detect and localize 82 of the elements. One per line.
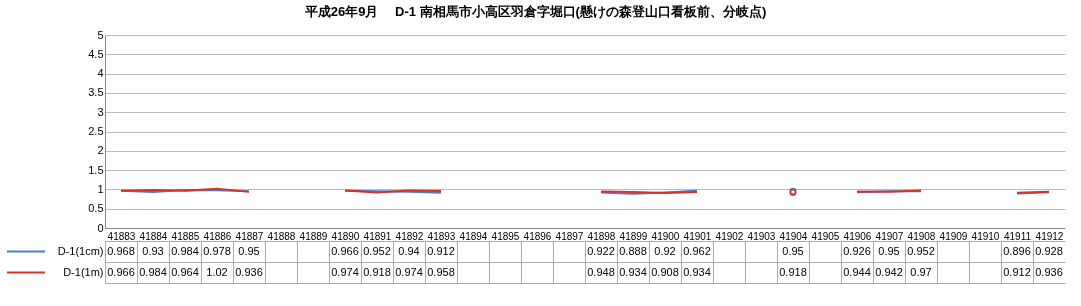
x-tick-label: 41907 <box>875 230 904 242</box>
x-tick-label: 41912 <box>1035 230 1064 242</box>
x-tick-label: 41911 <box>1003 230 1032 242</box>
x-tick-label: 41892 <box>395 230 424 242</box>
y-tick-label: 1 <box>97 182 104 195</box>
x-tick-label: 41909 <box>939 230 968 242</box>
x-tick-label: 41897 <box>555 230 584 242</box>
data-label: 0.952 <box>907 244 935 257</box>
legend-label: D-1(1cm) <box>57 244 104 257</box>
y-tick-label: 1.5 <box>88 163 104 176</box>
data-label: 0.918 <box>363 265 391 278</box>
data-label: 0.95 <box>782 244 804 257</box>
y-tick-label: 4 <box>97 67 104 80</box>
legend-label: D-1(1m) <box>63 265 104 278</box>
data-label: 0.95 <box>878 244 900 257</box>
x-tick-label: 41890 <box>331 230 360 242</box>
data-label: 0.922 <box>587 244 615 257</box>
x-tick-label: 41887 <box>235 230 264 242</box>
x-tick-label: 41903 <box>747 230 776 242</box>
data-label: 0.952 <box>363 244 391 257</box>
data-label: 0.934 <box>619 265 647 278</box>
data-label: 0.926 <box>843 244 871 257</box>
y-tick-label: 3.5 <box>88 86 104 99</box>
data-label: 0.93 <box>142 244 164 257</box>
x-tick-label: 41886 <box>203 230 232 242</box>
data-label: 0.984 <box>139 265 167 278</box>
data-label: 0.936 <box>1035 265 1063 278</box>
y-tick-label: 0.5 <box>88 202 104 215</box>
data-label: 0.896 <box>1003 244 1031 257</box>
y-tick-label: 2.5 <box>88 125 104 137</box>
x-tick-label: 41906 <box>843 230 872 242</box>
data-label: 0.958 <box>427 265 455 278</box>
x-tick-label: 41883 <box>107 230 136 242</box>
data-label: 1.02 <box>206 265 228 278</box>
x-tick-label: 41902 <box>715 230 744 242</box>
x-tick-label: 41885 <box>171 230 200 242</box>
x-tick-label: 41888 <box>267 230 296 242</box>
data-label: 0.936 <box>235 265 263 278</box>
data-label: 0.934 <box>683 265 711 278</box>
data-label: 0.978 <box>203 244 231 257</box>
data-label: 0.908 <box>651 265 679 278</box>
x-tick-label: 41901 <box>683 230 712 242</box>
y-tick-label: 0 <box>97 221 104 234</box>
x-tick-label: 41889 <box>299 230 328 242</box>
data-label: 0.974 <box>331 265 359 278</box>
x-tick-label: 41904 <box>779 230 808 242</box>
x-tick-label: 41905 <box>811 230 840 242</box>
x-tick-label: 41895 <box>491 230 520 242</box>
data-label: 0.966 <box>331 244 359 257</box>
data-label: 0.912 <box>1003 265 1031 278</box>
chart-title: 平成26年9月 D-1 南相馬市小高区羽倉字堀口(懸けの森登山口看板前、分岐点) <box>303 4 767 19</box>
y-tick-label: 2 <box>97 144 104 157</box>
data-label: 0.928 <box>1035 244 1063 257</box>
data-label: 0.964 <box>171 265 199 278</box>
data-label: 0.918 <box>779 265 807 278</box>
data-label: 0.94 <box>398 244 420 257</box>
data-label: 0.888 <box>619 244 647 257</box>
data-label: 0.944 <box>843 265 871 278</box>
data-label: 0.92 <box>654 244 676 257</box>
y-tick-label: 4.5 <box>88 47 104 60</box>
data-label: 0.966 <box>107 265 135 278</box>
data-label: 0.95 <box>238 244 260 257</box>
x-tick-label: 41891 <box>363 230 392 242</box>
x-tick-label: 41910 <box>971 230 1000 242</box>
data-label: 0.984 <box>171 244 199 257</box>
x-tick-label: 41893 <box>427 230 456 242</box>
x-tick-label: 41908 <box>907 230 936 242</box>
data-label: 0.962 <box>683 244 711 257</box>
x-tick-label: 41900 <box>651 230 680 242</box>
data-label: 0.948 <box>587 265 615 278</box>
x-tick-label: 41884 <box>139 230 168 242</box>
x-tick-label: 41898 <box>587 230 616 242</box>
data-label: 0.968 <box>107 244 135 257</box>
data-label: 0.912 <box>427 244 455 257</box>
y-tick-label: 3 <box>97 105 104 118</box>
x-tick-label: 41894 <box>459 230 488 242</box>
y-tick-label: 5 <box>97 28 104 41</box>
x-tick-label: 41899 <box>619 230 648 242</box>
data-label: 0.942 <box>875 265 903 278</box>
x-tick-label: 41896 <box>523 230 552 242</box>
data-label: 0.974 <box>395 265 423 278</box>
data-label: 0.97 <box>910 265 932 278</box>
